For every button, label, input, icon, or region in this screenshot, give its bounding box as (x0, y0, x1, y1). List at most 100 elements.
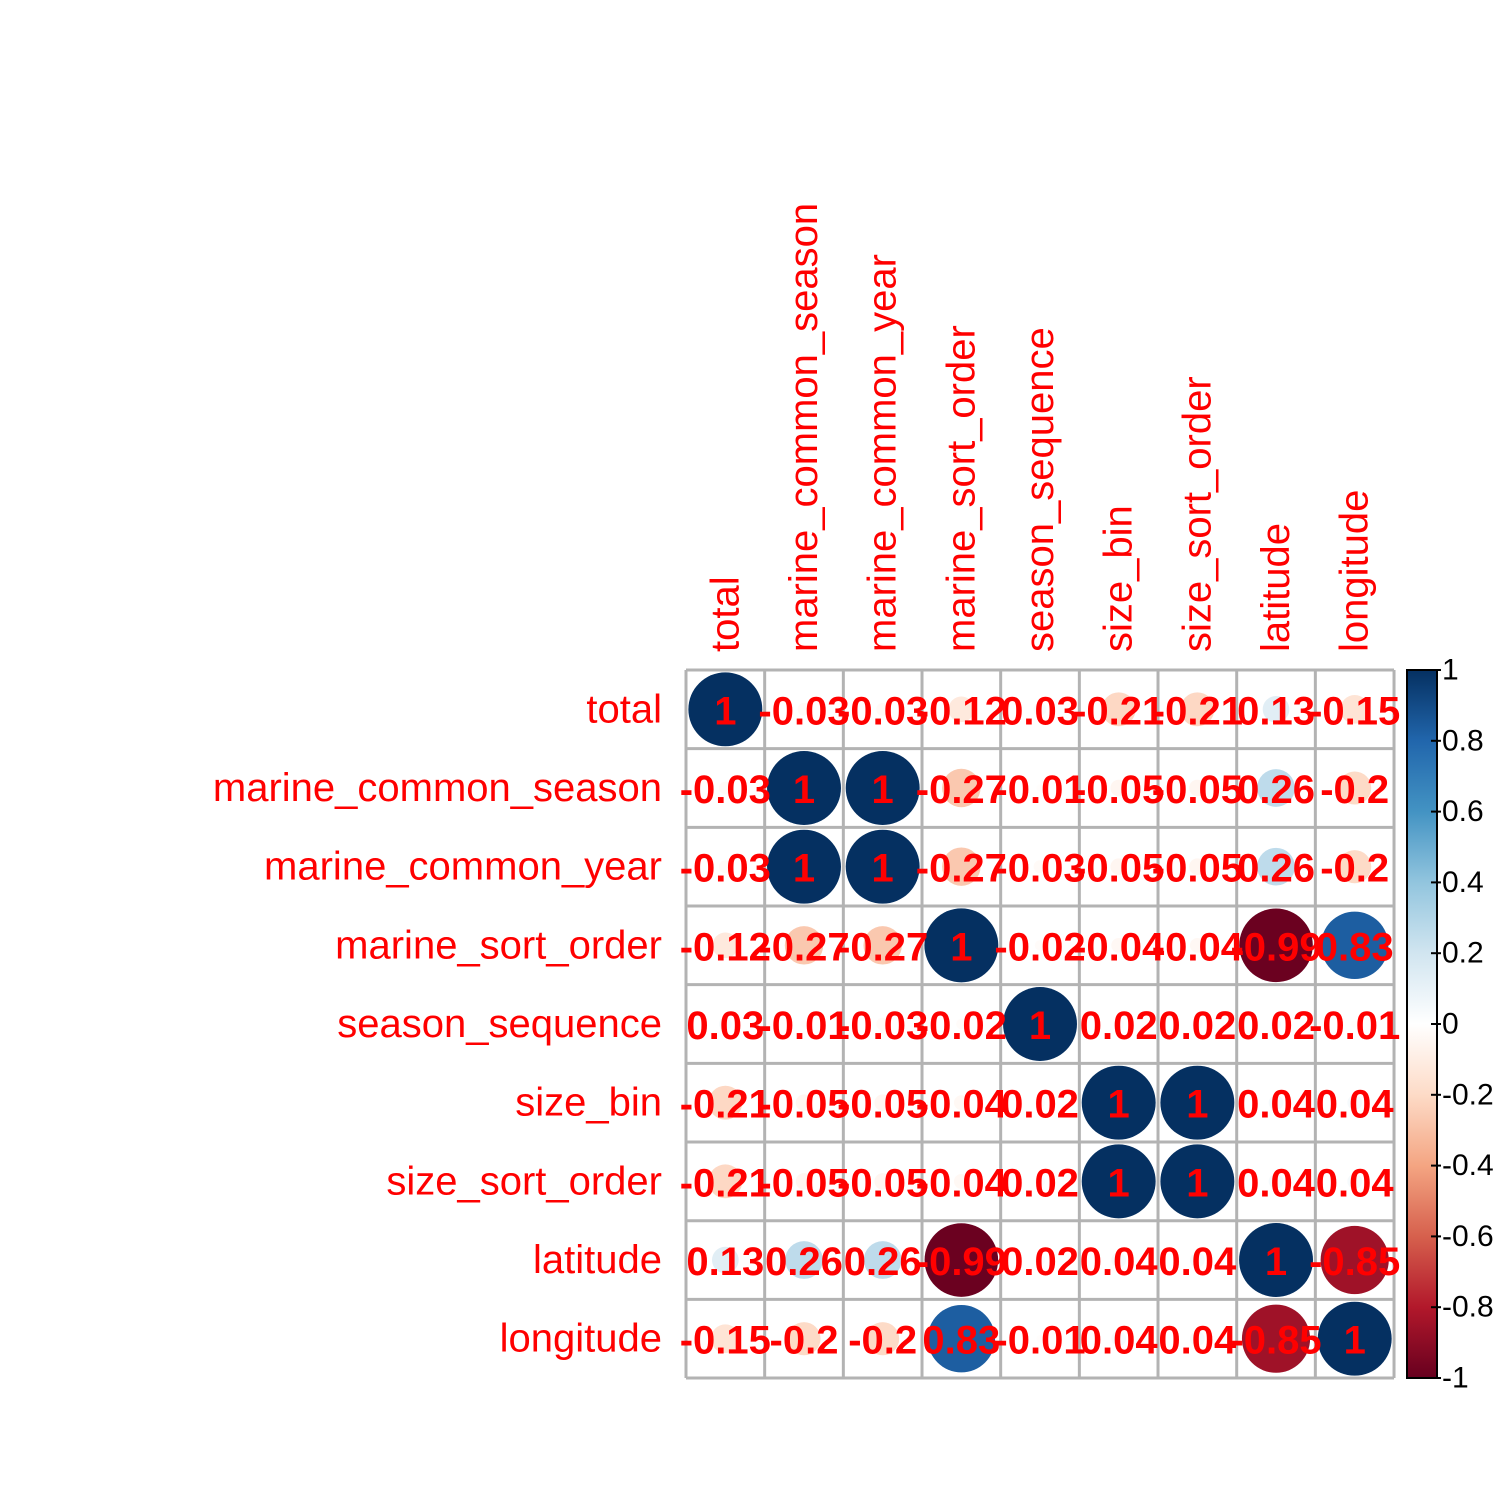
colorbar-tick-label: -0.6 (1442, 1220, 1494, 1253)
corr-circle-total-marine_common_year (876, 702, 890, 716)
row-label-season_sequence: season_sequence (337, 1002, 662, 1046)
cell-value-marine_common_season-size_sort_order: -0.05 (1152, 768, 1243, 812)
corr-circle-longitude-marine_common_year (866, 1322, 900, 1356)
row-label-size_bin: size_bin (515, 1081, 662, 1125)
corr-circle-marine_common_season-season_sequence (1036, 784, 1044, 792)
corr-circle-season_sequence-size_sort_order (1192, 1018, 1203, 1030)
corr-circle-longitude-marine_common_season (787, 1322, 821, 1356)
cell-value-longitude-marine_common_year: -0.2 (848, 1319, 917, 1363)
corr-circle-size_bin-size_bin (1081, 1065, 1156, 1140)
cell-value-season_sequence-size_sort_order: 0.02 (1158, 1004, 1236, 1048)
cell-value-marine_sort_order-marine_common_season: -0.27 (758, 925, 849, 969)
cell-value-marine_common_season-season_sequence: -0.01 (994, 768, 1085, 812)
corr-circle-marine_common_season-size_bin (1110, 779, 1127, 797)
cell-value-longitude-size_bin: 0.04 (1080, 1319, 1159, 1363)
corr-circle-marine_sort_order-latitude (1239, 908, 1313, 983)
cell-value-size_sort_order-marine_common_season: -0.05 (758, 1161, 849, 1205)
corr-circle-marine_common_season-longitude (1338, 771, 1372, 805)
cell-value-marine_sort_order-size_bin: -0.04 (1073, 925, 1165, 969)
col-label-total: total (703, 576, 747, 652)
corr-circle-total-longitude (1340, 695, 1370, 724)
corr-circle-size_sort_order-season_sequence (1034, 1176, 1046, 1187)
cell-value-marine_common_year-size_bin: -0.05 (1073, 847, 1164, 891)
col-label-season_sequence: season_sequence (1018, 327, 1062, 652)
corr-circle-season_sequence-marine_common_year (876, 1017, 890, 1031)
corr-circle-latitude-total (712, 1246, 739, 1274)
corr-circle-marine_common_year-total (718, 860, 732, 874)
corr-circle-marine_common_season-marine_sort_order (942, 768, 981, 808)
corr-circle-total-marine_common_season (797, 702, 811, 716)
cell-value-marine_common_season-marine_sort_order: -0.27 (916, 768, 1007, 812)
cell-value-total-marine_sort_order: -0.12 (916, 689, 1007, 733)
cell-value-marine_sort_order-season_sequence: -0.02 (994, 925, 1085, 969)
col-label-marine_common_year: marine_common_year (861, 254, 905, 652)
cell-value-marine_sort_order-latitude: -0.99 (1230, 925, 1321, 969)
cell-value-marine_common_season-size_bin: -0.05 (1073, 768, 1164, 812)
cell-value-latitude-size_bin: 0.04 (1080, 1240, 1159, 1284)
corr-circle-size_bin-marine_sort_order (953, 1095, 969, 1111)
cell-value-latitude-size_sort_order: 0.04 (1158, 1240, 1237, 1284)
corr-circle-latitude-longitude (1320, 1225, 1389, 1295)
corr-circle-season_sequence-longitude (1350, 1020, 1359, 1028)
cell-value-total-total: 1 (714, 689, 736, 733)
cell-value-size_bin-longitude: 0.04 (1316, 1083, 1395, 1127)
row-label-marine_common_year: marine_common_year (264, 845, 662, 889)
corr-circle-marine_common_year-marine_sort_order (942, 847, 981, 886)
corr-circle-season_sequence-marine_sort_order (956, 1018, 967, 1030)
cell-value-marine_common_season-total: -0.03 (680, 768, 771, 812)
corr-circle-marine_sort_order-total (712, 932, 739, 959)
corr-circle-marine_common_year-marine_common_year (845, 829, 920, 904)
corr-circle-marine_common_year-season_sequence (1033, 860, 1047, 874)
cell-value-marine_common_year-latitude: 0.26 (1237, 847, 1315, 891)
corr-circle-marine_common_year-latitude (1257, 847, 1295, 886)
cell-value-size_sort_order-marine_sort_order: -0.04 (916, 1161, 1008, 1205)
cell-value-size_sort_order-size_bin: 1 (1108, 1161, 1130, 1205)
corr-circle-season_sequence-latitude (1270, 1018, 1282, 1030)
cell-value-latitude-total: 0.13 (686, 1240, 764, 1284)
corr-circle-size_bin-marine_common_year (874, 1094, 891, 1111)
corr-circle-marine_sort_order-marine_common_year (863, 926, 902, 965)
cell-value-latitude-marine_common_year: 0.26 (844, 1240, 922, 1284)
corr-circle-latitude-size_sort_order (1189, 1252, 1205, 1268)
corr-circle-latitude-marine_sort_order (924, 1223, 999, 1297)
cell-value-total-latitude: 0.13 (1237, 689, 1315, 733)
corr-circle-total-season_sequence (1033, 702, 1047, 716)
cell-value-latitude-season_sequence: 0.02 (1001, 1240, 1079, 1284)
cell-value-size_bin-latitude: 0.04 (1237, 1083, 1316, 1127)
corr-circle-size_sort_order-marine_common_year (874, 1173, 891, 1190)
cell-value-size_sort_order-longitude: 0.04 (1316, 1161, 1395, 1205)
colorbar-tick-label: -0.2 (1442, 1078, 1494, 1111)
corr-circle-size_bin-total (708, 1085, 743, 1120)
cell-value-size_sort_order-latitude: 0.04 (1237, 1161, 1316, 1205)
corr-circle-size_sort_order-longitude (1347, 1173, 1363, 1189)
colorbar-tick-label: 0.8 (1442, 724, 1484, 757)
colorbar-tick-label: 0.4 (1442, 866, 1484, 899)
cell-value-marine_sort_order-longitude: 0.83 (1316, 925, 1394, 969)
row-label-total: total (586, 687, 662, 731)
row-label-marine_common_season: marine_common_season (213, 766, 662, 810)
col-label-longitude: longitude (1333, 490, 1377, 652)
corr-circle-total-size_sort_order (1180, 692, 1215, 727)
corr-circle-marine_sort_order-season_sequence (1034, 940, 1046, 951)
cell-value-longitude-size_sort_order: 0.04 (1158, 1319, 1237, 1363)
cell-value-marine_common_year-marine_common_year: 1 (872, 847, 894, 891)
corr-circle-marine_common_season-marine_common_year (845, 751, 920, 825)
cell-value-marine_common_season-marine_common_year: 1 (872, 768, 894, 812)
corr-circle-size_bin-size_sort_order (1160, 1065, 1235, 1140)
cell-value-marine_common_season-latitude: 0.26 (1237, 768, 1315, 812)
colorbar-tick-label: -0.4 (1442, 1149, 1494, 1182)
cell-value-marine_common_season-marine_common_season: 1 (793, 768, 815, 812)
cell-value-total-size_bin: -0.21 (1073, 689, 1164, 733)
cell-value-total-marine_common_season: -0.03 (758, 689, 849, 733)
corr-circle-marine_common_year-size_sort_order (1189, 858, 1206, 875)
corr-circle-marine_common_year-size_bin (1110, 858, 1127, 875)
cell-value-marine_common_year-longitude: -0.2 (1320, 847, 1389, 891)
corr-circle-longitude-size_sort_order (1189, 1331, 1205, 1347)
cell-value-size_bin-marine_sort_order: -0.04 (916, 1083, 1008, 1127)
cell-value-size_sort_order-season_sequence: 0.02 (1001, 1161, 1079, 1205)
cell-value-size_sort_order-total: -0.21 (680, 1161, 771, 1205)
cell-value-total-longitude: -0.15 (1309, 689, 1400, 733)
corr-circle-longitude-longitude (1317, 1301, 1392, 1376)
corr-circle-marine_common_season-total (718, 781, 732, 795)
